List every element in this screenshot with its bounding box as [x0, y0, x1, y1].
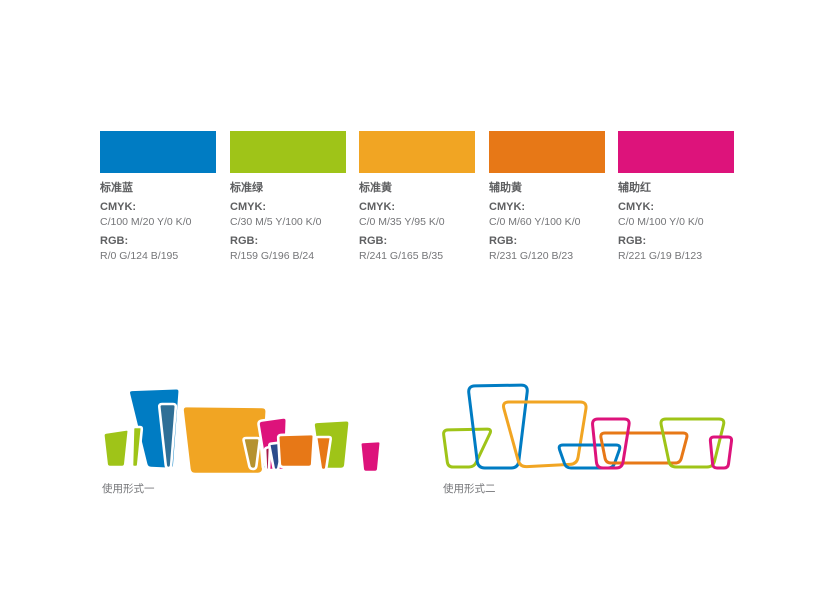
color-swatch-standard-yellow — [359, 131, 475, 173]
rgb-label: RGB: — [230, 235, 259, 247]
outline-trapezoid-green-left — [442, 427, 493, 469]
rgb-values: R/159 G/196 B/24 — [230, 250, 315, 262]
rgb-values: R/231 G/120 B/23 — [489, 250, 574, 262]
color-card-standard-blue: 标准蓝 CMYK: C/100 M/20 Y/0 K/0 RGB: R/0 G/… — [100, 131, 216, 263]
rgb-label: RGB: — [100, 235, 129, 247]
cmyk-values: C/0 M/60 Y/100 K/0 — [489, 216, 581, 228]
outline-trapezoid-orange-wide — [599, 431, 689, 465]
logo-usage-form-1 — [102, 386, 383, 476]
cmyk-label: CMYK: — [100, 201, 137, 213]
filled-trapezoid-orange-wide — [276, 432, 316, 469]
rgb-label: RGB: — [489, 235, 518, 247]
filled-trapezoid-green-left — [102, 428, 131, 469]
outline-trapezoid-blue-tall — [467, 383, 529, 470]
color-name: 辅助红 — [618, 182, 651, 194]
filled-wedge-steel-blue — [157, 402, 178, 470]
rgb-label: RGB: — [618, 235, 647, 247]
usage-form-1-label: 使用形式一 — [102, 483, 155, 495]
usage-form-2-label: 使用形式二 — [443, 483, 496, 495]
cmyk-label: CMYK: — [489, 201, 526, 213]
color-name: 标准蓝 — [100, 182, 133, 194]
color-card-auxiliary-red: 辅助红 CMYK: C/0 M/100 Y/0 K/0 RGB: R/221 G… — [618, 131, 734, 263]
rgb-values: R/0 G/124 B/195 — [100, 250, 179, 262]
color-swatch-standard-green — [230, 131, 346, 173]
filled-wedge-orange — [314, 435, 333, 472]
rgb-values: R/221 G/19 B/123 — [618, 250, 703, 262]
cmyk-values: C/0 M/35 Y/95 K/0 — [359, 216, 445, 228]
color-name: 标准绿 — [230, 182, 263, 194]
logo-usage-form-2 — [442, 383, 734, 470]
color-card-standard-green: 标准绿 CMYK: C/30 M/5 Y/100 K/0 RGB: R/159 … — [230, 131, 346, 263]
filled-wedge-maroon — [263, 446, 272, 472]
cmyk-label: CMYK: — [230, 201, 267, 213]
rgb-values: R/241 G/165 B/35 — [359, 250, 444, 262]
rgb-label: RGB: — [359, 235, 388, 247]
color-card-auxiliary-yellow: 辅助黄 CMYK: C/0 M/60 Y/100 K/0 RGB: R/231 … — [489, 131, 605, 263]
cmyk-label: CMYK: — [359, 201, 396, 213]
color-swatch-auxiliary-red — [618, 131, 734, 173]
outline-trapezoid-magenta — [591, 417, 631, 470]
color-swatch-auxiliary-yellow — [489, 131, 605, 173]
color-card-standard-yellow: 标准黄 CMYK: C/0 M/35 Y/95 K/0 RGB: R/241 G… — [359, 131, 475, 263]
outline-trapezoid-yellow-large — [502, 400, 588, 469]
outline-trapezoid-green-right — [659, 417, 726, 469]
filled-wedge-olive — [242, 436, 261, 471]
cmyk-values: C/30 M/5 Y/100 K/0 — [230, 216, 322, 228]
color-name: 标准黄 — [359, 182, 392, 194]
cmyk-values: C/0 M/100 Y/0 K/0 — [618, 216, 704, 228]
outline-trapezoid-magenta-small — [708, 435, 734, 470]
cmyk-label: CMYK: — [618, 201, 655, 213]
color-name: 辅助黄 — [489, 182, 522, 194]
filled-trapezoid-magenta-small — [358, 439, 383, 474]
cmyk-values: C/100 M/20 Y/0 K/0 — [100, 216, 192, 228]
filled-trapezoid-green-narrow — [130, 425, 144, 469]
color-swatch-standard-blue — [100, 131, 216, 173]
